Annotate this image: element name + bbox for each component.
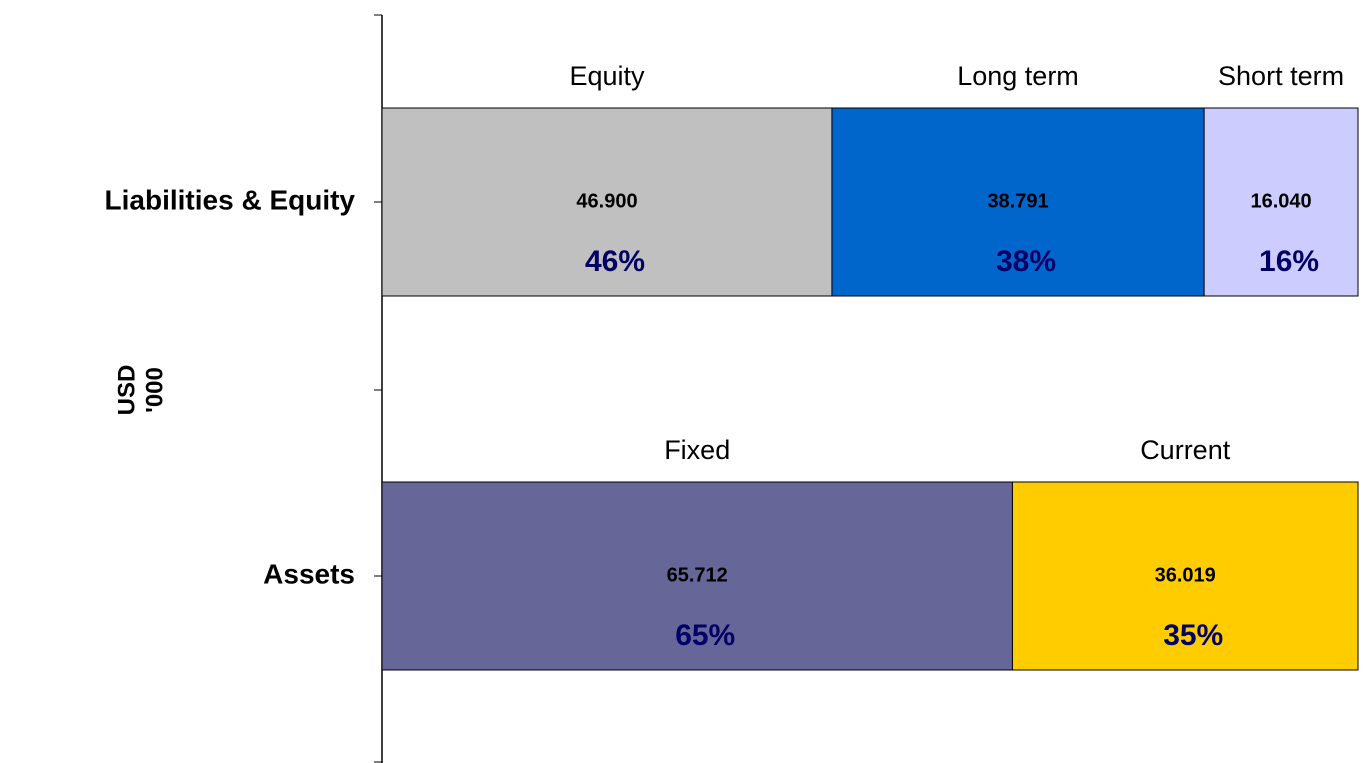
percent-label: 38% — [996, 245, 1056, 278]
y-label-line: USD — [113, 365, 140, 416]
value-label: 65.712 — [667, 564, 728, 586]
percent-label: 16% — [1259, 245, 1319, 278]
bar-segment — [1203, 107, 1359, 297]
percent-label: 65% — [675, 619, 735, 652]
category-label: Liabilities & Equity — [105, 184, 356, 215]
y-label-line: '000 — [141, 367, 168, 413]
value-label: 16.040 — [1250, 190, 1311, 212]
bar-segment — [831, 107, 1205, 297]
value-label: 46.900 — [576, 190, 637, 212]
segment-name: Equity — [569, 61, 645, 91]
value-label: 38.791 — [987, 190, 1048, 212]
y-axis-title: USD '000 — [113, 365, 168, 416]
segment-name: Current — [1140, 435, 1231, 465]
bar-segment — [381, 481, 1013, 671]
value-label: 36.019 — [1155, 564, 1216, 586]
percent-label: 46% — [585, 245, 645, 278]
category-label: Assets — [263, 558, 355, 589]
segment-name: Fixed — [664, 435, 730, 465]
segment-name: Short term — [1218, 61, 1344, 91]
bar-segment — [1011, 481, 1359, 671]
percent-label: 35% — [1163, 619, 1223, 652]
segment-name: Long term — [957, 61, 1079, 91]
bar-segment — [381, 107, 833, 297]
